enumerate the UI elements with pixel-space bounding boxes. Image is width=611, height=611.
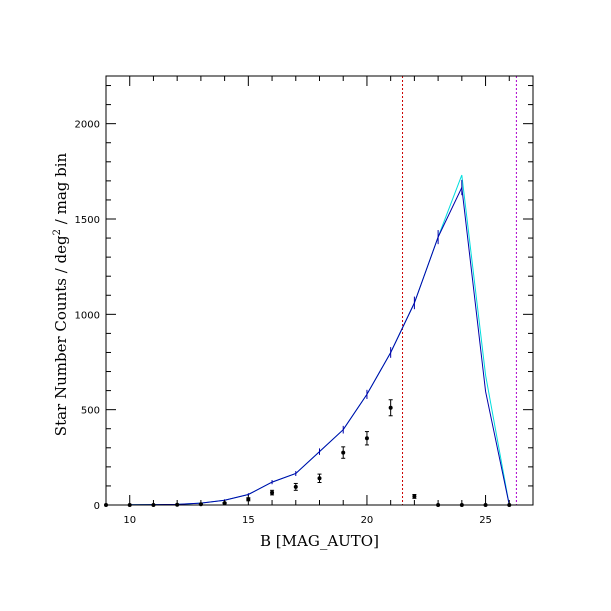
series-3-point-12 — [364, 436, 369, 441]
y-axis-label: Star Number Counts / deg2 / mag bin — [52, 152, 70, 436]
y-tick-label-0: 0 — [94, 501, 100, 512]
series-3-point-11 — [341, 450, 346, 455]
axis-ticks: 10 15 20 25 0 500 1000 1500 2000 — [75, 76, 534, 526]
x-tick-label-20: 20 — [361, 515, 374, 526]
y-tick-label-1000: 1000 — [75, 310, 100, 321]
y-tick-label-2000: 2000 — [75, 120, 100, 131]
series-3-point-9 — [293, 484, 298, 489]
series-3-point-14 — [412, 494, 417, 499]
series-3-point-8 — [270, 490, 275, 495]
y-axis-label-main: Star Number Counts / deg — [52, 235, 70, 436]
series-3-point-10 — [317, 476, 322, 481]
x-tick-label-15: 15 — [242, 515, 255, 526]
series-2-line — [129, 185, 510, 506]
x-tick-label-10: 10 — [123, 515, 136, 526]
y-tick-label-500: 500 — [81, 406, 100, 417]
y-axis-label-tail: / mag bin — [52, 152, 70, 229]
x-tick-label-25: 25 — [479, 515, 492, 526]
y-axis-label-superscript: 2 — [52, 229, 63, 235]
series-2 — [129, 179, 510, 506]
series-3 — [104, 399, 512, 507]
plot-frame — [105, 75, 534, 506]
plot-marks — [104, 76, 517, 507]
y-tick-label-1500: 1500 — [75, 215, 100, 226]
series-1-line — [129, 174, 510, 506]
series-1 — [129, 174, 510, 506]
x-axis-label: B [MAG_AUTO] — [260, 532, 379, 550]
series-3-point-13 — [388, 405, 393, 410]
